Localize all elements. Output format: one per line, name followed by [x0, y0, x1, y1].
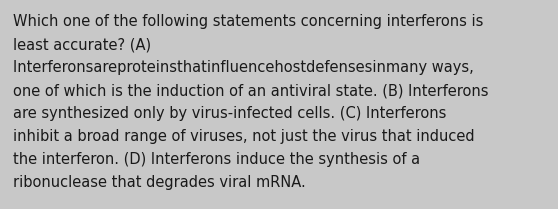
Text: one of which is the induction of an antiviral state. (B) Interferons: one of which is the induction of an anti… [13, 83, 488, 98]
Text: are synthesized only by virus-infected cells. (C) Interferons: are synthesized only by virus-infected c… [13, 106, 446, 121]
Text: Interferonsareproteinsthatinfluencehostdefensesinmany ways,: Interferonsareproteinsthatinfluencehostd… [13, 60, 474, 75]
Text: inhibit a broad range of viruses, not just the virus that induced: inhibit a broad range of viruses, not ju… [13, 129, 475, 144]
Text: ribonuclease that degrades viral mRNA.: ribonuclease that degrades viral mRNA. [13, 175, 306, 190]
Text: the interferon. (D) Interferons induce the synthesis of a: the interferon. (D) Interferons induce t… [13, 152, 420, 167]
Text: Which one of the following statements concerning interferons is: Which one of the following statements co… [13, 14, 483, 29]
Text: least accurate? (A): least accurate? (A) [13, 37, 151, 52]
